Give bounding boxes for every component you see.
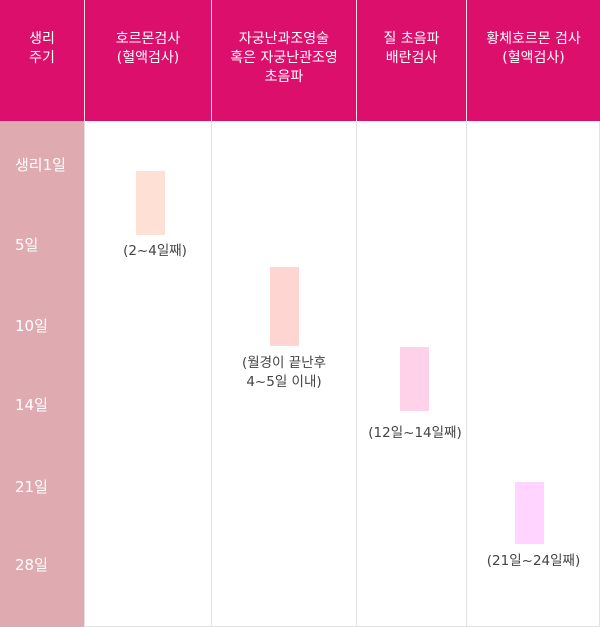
hsg-test-bar xyxy=(270,267,299,346)
progesterone-test-bar xyxy=(515,482,544,544)
header-progesterone-test: 황체호르몬 검사 (혈액검사) xyxy=(486,31,581,66)
progesterone-test-note: (21일~24일째) xyxy=(486,553,581,569)
hormone-test-note: (2~4일째) xyxy=(123,243,187,259)
ultrasound-test-note: (12일~14일째) xyxy=(368,425,462,441)
header-row: 생리 주기 호르몬검사 (혈액검사) 자궁난과조영술 혹은 자궁난관조영 초음파… xyxy=(0,0,600,121)
period-day-5: 5일 xyxy=(15,236,39,254)
period-day-28: 28일 xyxy=(15,556,48,574)
period-column: 생리1일 5일 10일 14일 21일 28일 xyxy=(0,121,84,627)
grid-line xyxy=(466,121,467,627)
header-divider xyxy=(84,0,85,121)
grid-line xyxy=(84,121,85,627)
ultrasound-test-bar xyxy=(400,347,429,411)
grid-line xyxy=(211,121,212,627)
period-day-21: 21일 xyxy=(15,478,48,496)
period-day-10: 10일 xyxy=(15,317,48,335)
header-hsg-test: 자궁난과조영술 혹은 자궁난관조영 초음파 xyxy=(230,31,338,85)
header-period: 생리 주기 xyxy=(29,31,55,66)
schedule-body xyxy=(84,121,600,627)
hsg-test-note: (월경이 끝난후 4~5일 이내) xyxy=(241,355,327,390)
header-divider xyxy=(356,0,357,121)
period-day-1: 생리1일 xyxy=(15,156,66,174)
hormone-test-bar xyxy=(136,171,165,235)
header-ultrasound-test: 질 초음파 배란검사 xyxy=(383,31,440,66)
period-day-14: 14일 xyxy=(15,396,48,414)
grid-line xyxy=(356,121,357,627)
header-hormone-test: 호르몬검사 (혈액검사) xyxy=(115,31,181,66)
header-divider xyxy=(466,0,467,121)
header-divider xyxy=(211,0,212,121)
